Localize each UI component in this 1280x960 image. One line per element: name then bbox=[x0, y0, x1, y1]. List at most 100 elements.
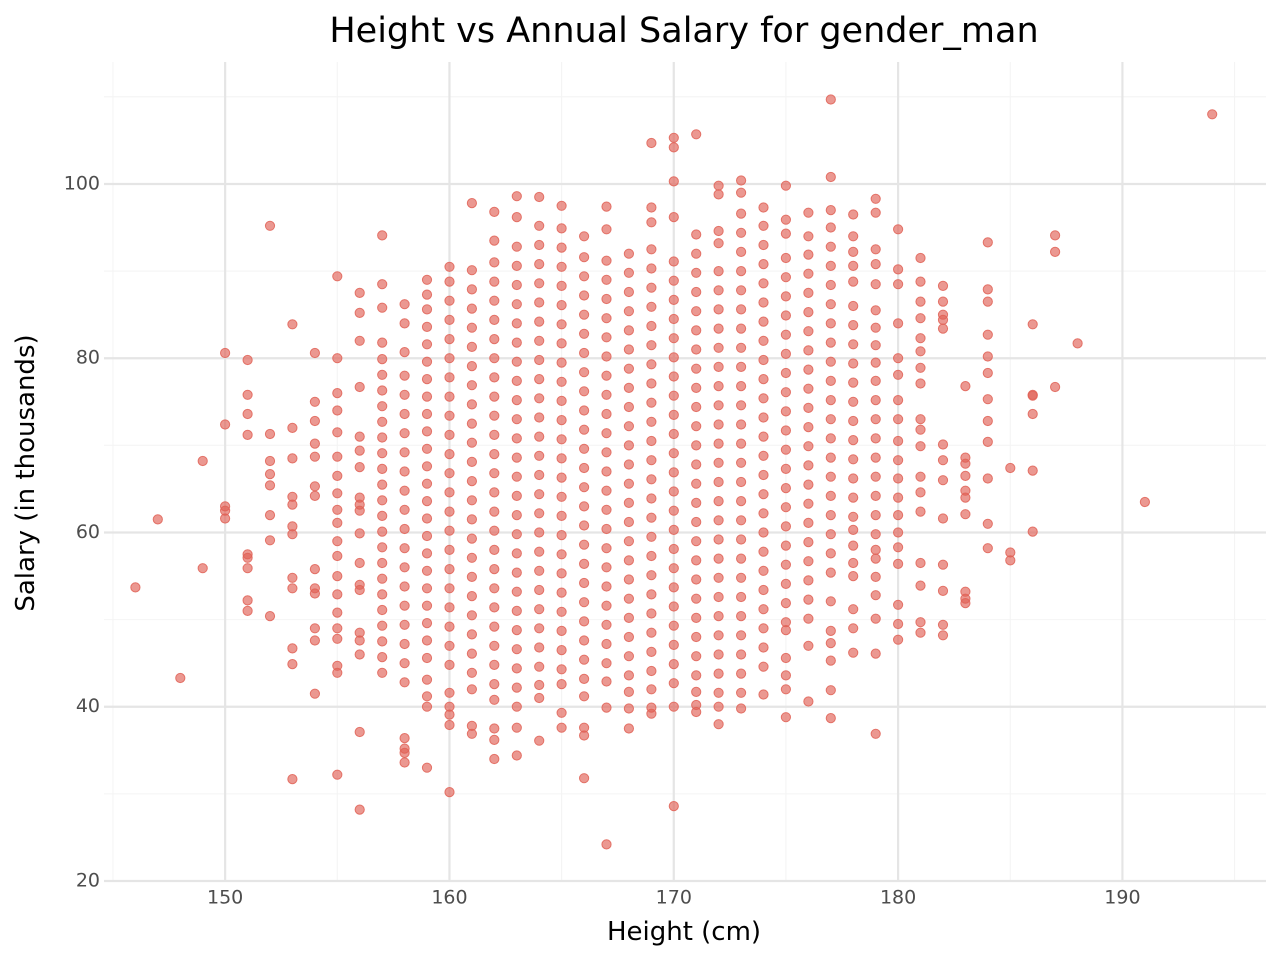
data-point bbox=[264, 611, 276, 622]
data-point bbox=[736, 630, 747, 641]
data-point bbox=[489, 694, 500, 705]
data-point bbox=[893, 318, 904, 329]
data-point bbox=[556, 625, 567, 637]
data-point bbox=[623, 248, 635, 259]
data-point bbox=[736, 175, 747, 186]
data-point bbox=[668, 275, 679, 286]
data-point bbox=[870, 395, 881, 406]
x-tick-label: 170 bbox=[656, 887, 692, 909]
data-point bbox=[309, 438, 320, 449]
data-point bbox=[668, 409, 679, 420]
data-point bbox=[803, 307, 814, 318]
data-point bbox=[982, 518, 993, 529]
data-point bbox=[130, 582, 141, 593]
data-point bbox=[825, 205, 836, 216]
data-point bbox=[646, 531, 657, 542]
data-point bbox=[915, 313, 926, 324]
data-point bbox=[579, 691, 590, 702]
data-point bbox=[848, 524, 859, 536]
x-tick-label: 190 bbox=[1104, 887, 1140, 909]
y-tick-label: 40 bbox=[76, 695, 100, 717]
data-point bbox=[848, 473, 859, 484]
data-point bbox=[1050, 230, 1061, 241]
data-point bbox=[893, 353, 904, 364]
data-point bbox=[489, 753, 500, 765]
data-point bbox=[668, 639, 679, 651]
data-point bbox=[489, 295, 500, 306]
data-point bbox=[556, 261, 567, 272]
data-point bbox=[220, 513, 231, 524]
data-point bbox=[646, 474, 657, 485]
data-point bbox=[736, 208, 747, 219]
data-point bbox=[1005, 462, 1016, 474]
data-point bbox=[511, 548, 522, 559]
data-point bbox=[691, 593, 702, 604]
data-point bbox=[758, 220, 769, 231]
data-point bbox=[399, 677, 410, 688]
data-point bbox=[421, 289, 433, 300]
data-point bbox=[175, 672, 186, 684]
data-point bbox=[444, 353, 455, 364]
data-point bbox=[511, 375, 522, 386]
data-point bbox=[354, 635, 365, 646]
data-point bbox=[691, 686, 702, 698]
data-point bbox=[646, 202, 657, 213]
data-point bbox=[691, 286, 702, 298]
data-point bbox=[668, 371, 679, 382]
y-tick-label: 100 bbox=[64, 172, 100, 194]
x-tick-label: 150 bbox=[207, 887, 243, 909]
data-point bbox=[421, 461, 433, 472]
data-point bbox=[377, 557, 388, 569]
data-point bbox=[780, 329, 792, 340]
data-point bbox=[601, 447, 612, 458]
data-point bbox=[579, 405, 590, 416]
data-point bbox=[668, 390, 679, 401]
data-point bbox=[556, 707, 567, 718]
data-point bbox=[758, 412, 769, 423]
data-point bbox=[1027, 526, 1038, 537]
data-point bbox=[556, 722, 567, 733]
data-point bbox=[893, 279, 904, 290]
data-point bbox=[780, 406, 792, 417]
data-point bbox=[825, 655, 836, 666]
data-point bbox=[287, 529, 298, 540]
data-point bbox=[354, 505, 365, 516]
data-point bbox=[691, 248, 702, 259]
data-point bbox=[668, 256, 679, 267]
data-point bbox=[893, 473, 904, 484]
data-point bbox=[713, 649, 724, 660]
data-point bbox=[915, 580, 926, 591]
data-point bbox=[332, 271, 343, 282]
data-point bbox=[556, 200, 567, 211]
data-point bbox=[579, 730, 590, 741]
data-point bbox=[466, 341, 477, 352]
data-point bbox=[668, 132, 679, 143]
data-point bbox=[848, 246, 859, 257]
data-point bbox=[444, 640, 455, 651]
data-point bbox=[556, 357, 567, 368]
data-point bbox=[646, 435, 657, 447]
data-point bbox=[915, 362, 926, 373]
data-point bbox=[713, 534, 724, 545]
data-point bbox=[758, 278, 769, 289]
data-point bbox=[803, 287, 814, 298]
data-point bbox=[489, 372, 500, 383]
data-point bbox=[444, 276, 455, 287]
data-point bbox=[803, 422, 814, 433]
data-point bbox=[623, 382, 635, 393]
data-point bbox=[691, 363, 702, 374]
data-point bbox=[915, 506, 926, 517]
data-point bbox=[870, 414, 881, 425]
data-point bbox=[825, 241, 836, 252]
data-point bbox=[601, 408, 612, 420]
data-point bbox=[332, 427, 343, 438]
data-point bbox=[399, 389, 410, 400]
data-point bbox=[399, 581, 410, 592]
data-point bbox=[736, 703, 747, 714]
data-point bbox=[893, 527, 904, 538]
data-point bbox=[332, 388, 343, 399]
data-point bbox=[444, 487, 455, 498]
data-point bbox=[197, 563, 208, 574]
data-point bbox=[803, 537, 814, 548]
